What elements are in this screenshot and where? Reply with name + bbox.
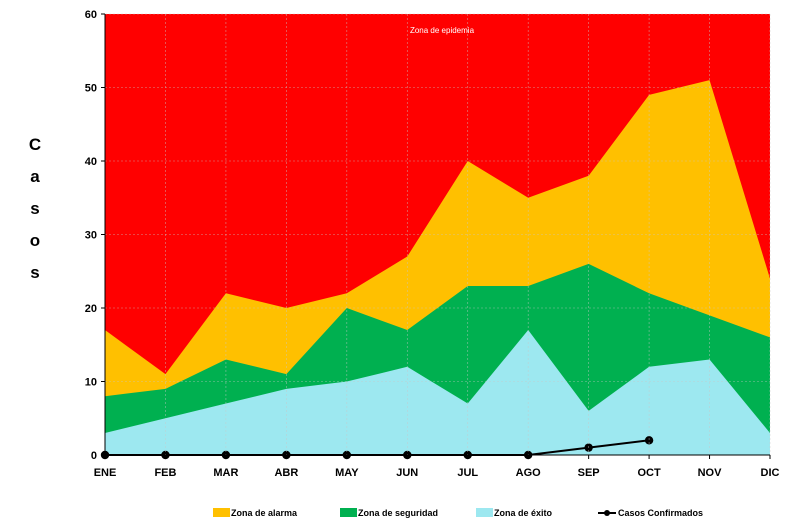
legend-marker-casos-confirmados — [604, 510, 610, 516]
y-tick-label-3: 30 — [85, 230, 97, 242]
legend-swatch-zona-de-xito — [476, 508, 493, 517]
x-tick-label-jun: JUN — [396, 467, 418, 479]
x-tick-label-ago: AGO — [516, 467, 542, 479]
y-axis-label-letter-4: s — [30, 263, 39, 282]
y-tick-label-1: 10 — [85, 377, 97, 389]
legend-label-zona-de-alarma: Zona de alarma — [231, 508, 298, 518]
x-tick-label-sep: SEP — [578, 467, 600, 479]
x-tick-label-oct: OCT — [637, 467, 661, 479]
legend-label-casos-confirmados: Casos Confirmados — [618, 508, 703, 518]
annotation-zona-de-epidemia: Zona de epidemia — [410, 26, 475, 35]
x-tick-label-abr: ABR — [274, 467, 298, 479]
y-tick-label-6: 60 — [85, 9, 97, 21]
gridlines — [105, 13, 771, 455]
x-tick-label-dic: DIC — [761, 467, 780, 479]
y-axis-label-letter-1: a — [30, 167, 40, 186]
x-tick-label-mar: MAR — [213, 467, 238, 479]
y-axis-label-letter-3: o — [30, 231, 40, 250]
x-tick-label-may: MAY — [335, 467, 359, 479]
axes: 0 10 20 30 40 50 60 ENE FEB MAR ABR MAY JUN JUL AGO SEP… — [85, 9, 780, 479]
x-tick-label-feb: FEB — [154, 467, 176, 479]
y-axis-label-letter-2: s — [30, 199, 39, 218]
y-axis-label: Casos — [29, 135, 41, 282]
x-tick-label-nov: NOV — [698, 467, 723, 479]
plot-area: Zona de epidemia — [100, 14, 770, 460]
y-tick-label-5: 50 — [85, 83, 97, 95]
y-tick-label-2: 20 — [85, 303, 97, 315]
legend-swatch-zona-de-seguridad — [340, 508, 357, 517]
y-axis-label-letter-0: C — [29, 135, 41, 154]
legend-label-zona-de-xito: Zona de éxito — [494, 508, 553, 518]
legend-label-zona-de-seguridad: Zona de seguridad — [358, 508, 438, 518]
y-tick-label-0: 0 — [91, 450, 97, 462]
x-tick-label-jul: JUL — [457, 467, 478, 479]
legend-swatch-zona-de-alarma — [213, 508, 230, 517]
point-casos-confirmados-oct — [644, 436, 654, 445]
y-tick-label-4: 40 — [85, 156, 97, 168]
legend: Zona de alarma Zona de seguridad Zona de é… — [213, 508, 703, 518]
area-zona-de-xito — [105, 330, 770, 455]
x-tick-label-ene: ENE — [94, 467, 117, 479]
